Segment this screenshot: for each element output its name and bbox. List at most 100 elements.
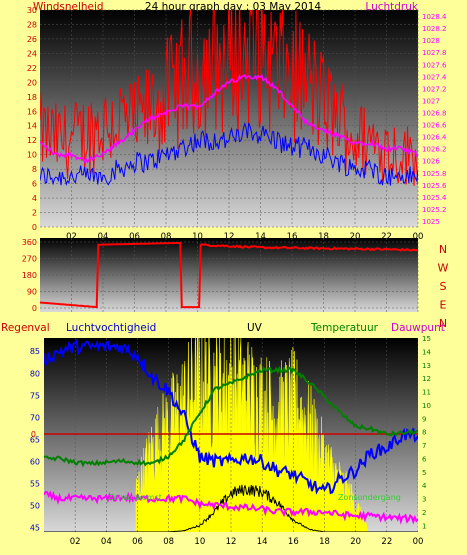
pressure-y-tick-label: 1028.4 <box>422 13 447 21</box>
wind-panel-series <box>40 10 418 187</box>
legend-temperature: Temperatuur <box>310 322 379 334</box>
wind-x-tick-label: 10 <box>192 232 203 242</box>
temperature-y-tick-label: 10 <box>422 402 431 410</box>
climate-panel-axes: 02 04 06 08 10 12 14 16 18 20 22 004550556065707580… <box>30 335 432 547</box>
wind-x-tick-label: 08 <box>161 232 172 242</box>
pressure-y-tick-label: 1027.6 <box>422 61 447 69</box>
climate-panel-series <box>44 338 418 532</box>
wind-x-tick-label: 14 <box>255 232 266 242</box>
wind-y-tick-label: 0 <box>32 223 37 232</box>
temperature-y-tick-label: 1 <box>422 522 426 530</box>
humidity-y-tick-label: 80 <box>30 369 40 378</box>
pressure-y-tick-label: 1025.8 <box>422 170 447 178</box>
wind-y-tick-label: 14 <box>27 122 37 131</box>
pressure-y-tick-label: 1027 <box>422 97 440 105</box>
temperature-y-tick-label: 13 <box>422 362 431 370</box>
legend-rain: Regenval <box>1 322 50 334</box>
pressure-y-tick-label: 1027.8 <box>422 49 447 57</box>
direction-panel-grid <box>40 238 419 312</box>
sunset-annotation: Zonsondergang <box>338 493 401 502</box>
temperature-y-tick-label: 9 <box>422 415 426 423</box>
temperature-y-tick-label: 8 <box>422 429 426 437</box>
compass-letter: S <box>440 280 447 293</box>
wind-x-tick-label: 22 <box>381 232 392 242</box>
climate-x-tick-label: 10 <box>194 537 205 547</box>
wind-y-tick-label: 28 <box>27 20 37 29</box>
compass-letter: E <box>440 299 447 312</box>
pressure-line <box>40 73 418 164</box>
climate-x-tick-label: 14 <box>257 537 268 547</box>
wind-y-tick-label: 12 <box>27 136 37 145</box>
wind-x-tick-label: 16 <box>287 232 298 242</box>
wind-y-tick-label: 10 <box>27 151 37 160</box>
temperature-y-tick-label: 14 <box>422 348 431 356</box>
wind-x-tick-label: 06 <box>129 232 140 242</box>
humidity-y-tick-label: 70 <box>30 413 40 422</box>
solar-radiation-area <box>135 338 372 532</box>
compass-letter: N <box>439 317 447 330</box>
wind-y-tick-label: 18 <box>27 93 37 102</box>
wind-x-tick-label: 12 <box>224 232 235 242</box>
wind-gust-line <box>40 10 418 186</box>
climate-x-tick-label: 08 <box>163 537 174 547</box>
humidity-y-tick-label: 60 <box>30 457 40 466</box>
humidity-y-tick-label: 45 <box>30 524 40 533</box>
wind-panel-axes: 02468101214161820222426283010251025.2102… <box>27 6 447 242</box>
pressure-y-tick-label: 1028.2 <box>422 25 447 33</box>
pressure-y-tick-label: 1027.2 <box>422 85 447 93</box>
wind-y-tick-label: 24 <box>27 49 37 58</box>
temperature-y-tick-label: 5 <box>422 469 426 477</box>
compass-letter: N <box>439 243 447 256</box>
direction-panel-series <box>40 241 418 309</box>
direction-y-tick-label: 270 <box>22 255 37 264</box>
wind-y-tick-label: 30 <box>27 6 37 15</box>
climate-x-tick-label: 00 <box>413 537 424 547</box>
direction-y-tick-label: 180 <box>22 271 37 280</box>
wind-y-tick-label: 20 <box>27 78 37 87</box>
humidity-y-tick-label: 65 <box>30 435 40 444</box>
wind-average-line <box>40 122 418 187</box>
pressure-y-tick-label: 1025 <box>422 218 440 226</box>
wind-x-tick-label: 04 <box>98 232 109 242</box>
humidity-y-tick-label: 75 <box>30 391 40 400</box>
wind-y-tick-label: 4 <box>32 194 37 203</box>
pressure-y-tick-label: 1025.4 <box>422 194 447 202</box>
direction-line <box>40 241 418 309</box>
rain-y-tick-label: 0 <box>31 430 36 439</box>
pressure-y-tick-label: 1026.2 <box>422 146 447 154</box>
temperature-y-tick-label: 2 <box>422 509 426 517</box>
wind-x-tick-label: 20 <box>350 232 361 242</box>
wind-x-tick-label: 00 <box>413 232 424 242</box>
climate-x-tick-label: 06 <box>132 537 143 547</box>
sunrise-annotation: Zonsopkomst <box>108 493 162 502</box>
pressure-y-tick-label: 1028 <box>422 37 440 45</box>
legend-uv: UV <box>247 322 263 334</box>
humidity-y-tick-label: 50 <box>30 502 40 511</box>
pressure-y-tick-label: 1026.8 <box>422 109 447 117</box>
wind-x-tick-label: 02 <box>66 232 77 242</box>
wind-y-tick-label: 6 <box>32 180 37 189</box>
temperature-line <box>44 365 418 468</box>
temperature-y-tick-label: 3 <box>422 496 426 504</box>
dewpoint-line <box>44 490 418 525</box>
pressure-y-tick-label: 1026.6 <box>422 122 447 130</box>
humidity-y-tick-label: 85 <box>30 347 40 356</box>
pressure-y-tick-label: 1027.4 <box>422 73 447 81</box>
temperature-y-tick-label: 7 <box>422 442 426 450</box>
uv-line <box>44 484 418 532</box>
temperature-y-tick-label: 6 <box>422 455 427 463</box>
temperature-y-tick-label: 15 <box>422 335 431 343</box>
humidity-line <box>44 338 418 495</box>
wind-y-tick-label: 8 <box>32 165 37 174</box>
climate-x-tick-label: 02 <box>70 537 81 547</box>
direction-y-tick-label: 0 <box>32 304 37 313</box>
climate-x-tick-label: 16 <box>288 537 299 547</box>
climate-x-tick-label: 22 <box>381 537 392 547</box>
wind-y-tick-label: 26 <box>27 35 37 44</box>
pressure-y-tick-label: 1025.6 <box>422 182 447 190</box>
wind-y-tick-label: 2 <box>32 209 37 218</box>
legend-dewpoint: Dauwpunt <box>391 322 445 334</box>
climate-x-tick-label: 04 <box>101 537 112 547</box>
pressure-y-tick-label: 1026 <box>422 158 440 166</box>
